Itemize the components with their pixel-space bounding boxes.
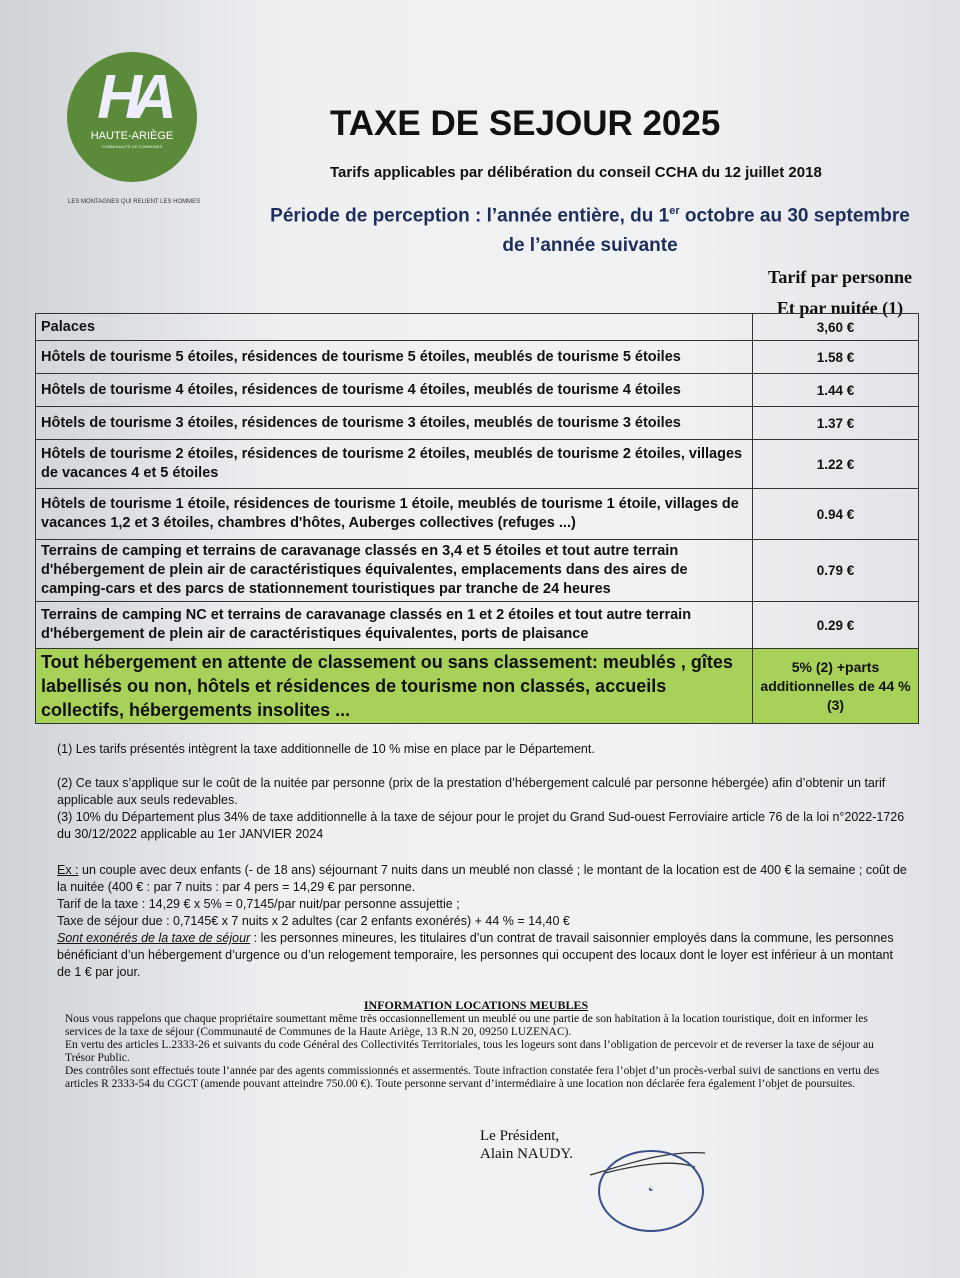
- info-p2: En vertu des articles L.2333-26 et suiva…: [65, 1039, 874, 1064]
- example-tariff: Tarif de la taxe : 14,29 € x 5% = 0,7145…: [57, 897, 460, 911]
- logo-slogan: LES MONTAGNES QUI RELIENT LES HOMMES: [68, 199, 201, 205]
- tariff-cell: 0.29 €: [752, 601, 919, 649]
- category-cell: Palaces: [35, 313, 753, 341]
- tariff-cell: 1.22 €: [752, 439, 919, 489]
- page-title: TAXE DE SEJOUR 2025: [330, 104, 721, 143]
- info-p1: Nous vous rappelons que chaque propriéta…: [65, 1013, 868, 1038]
- table-row: Hôtels de tourisme 2 étoiles, résidences…: [35, 439, 919, 489]
- category-cell: Hôtels de tourisme 1 étoile, résidences …: [35, 488, 753, 540]
- tariff-cell: 1.44 €: [752, 373, 919, 407]
- table-row: Palaces 3,60 €: [35, 313, 919, 341]
- tariff-cell: 1.58 €: [752, 340, 919, 374]
- logo-name: HAUTE-ARIÈGE: [90, 130, 174, 142]
- note-3: (3) 10% du Département plus 34% de taxe …: [57, 810, 905, 841]
- signature-block: Le Président, Alain NAUDY.: [480, 1127, 573, 1163]
- tariff-cell: 0.94 €: [752, 488, 919, 540]
- signer-name: Alain NAUDY.: [480, 1146, 574, 1162]
- official-stamp: ☯: [598, 1150, 704, 1232]
- logo-sub: COMMUNAUTÉ DE COMMUNES: [101, 144, 163, 149]
- tariff-table: Palaces 3,60 € Hôtels de tourisme 5 étoile…: [35, 313, 919, 724]
- table-row: Terrains de camping NC et terrains de ca…: [35, 601, 919, 649]
- category-cell: Tout hébergement en attente de classemen…: [35, 648, 753, 724]
- category-cell: Hôtels de tourisme 5 étoiles, résidences…: [35, 340, 753, 374]
- period-line2: de l’année suivante: [502, 235, 678, 257]
- tariff-cell: 3,60 €: [752, 313, 919, 341]
- signer-role: Le Président,: [480, 1128, 560, 1144]
- haute-ariege-logo: HA HAUTE-ARIÈGE COMMUNAUTÉ DE COMMUNES: [67, 52, 197, 182]
- category-cell: Terrains de camping et terrains de carav…: [35, 539, 753, 602]
- note-1: (1) Les tarifs présentés intègrent la ta…: [57, 742, 595, 756]
- category-cell: Hôtels de tourisme 2 étoiles, résidences…: [35, 439, 753, 489]
- table-row: Hôtels de tourisme 1 étoile, résidences …: [35, 488, 919, 540]
- category-cell: Hôtels de tourisme 3 étoiles, résidences…: [35, 406, 753, 440]
- info-title: INFORMATION LOCATIONS MEUBLES: [363, 998, 589, 1012]
- subtitle: Tarifs applicables par délibération du c…: [330, 164, 822, 181]
- example-due: Taxe de séjour due : 0,7145€ x 7 nuits x…: [57, 914, 570, 928]
- tariff-cell: 0.79 €: [752, 539, 919, 602]
- tariff-header-line1: Tarif par personne: [767, 267, 913, 287]
- category-cell: Hôtels de tourisme 4 étoiles, résidences…: [35, 373, 753, 407]
- info-p3: Des contrôles sont effectués toute l’ann…: [65, 1065, 880, 1090]
- example: Ex : un couple avec deux enfants (- de 1…: [57, 862, 907, 981]
- category-cell: Terrains de camping NC et terrains de ca…: [35, 601, 753, 649]
- note-2: (2) Ce taux s’applique sur le coût de la…: [57, 776, 886, 807]
- exemption-label: Sont exonérés de la taxe de séjour: [57, 931, 251, 945]
- period-text-2: octobre au 30 septembre: [679, 205, 910, 227]
- exemption-text: : les personnes mineures, les titulaires…: [57, 931, 894, 979]
- table-row: Hôtels de tourisme 3 étoiles, résidences…: [35, 406, 919, 440]
- example-label: Ex :: [57, 863, 79, 877]
- tariff-cell: 5% (2) +parts additionnelles de 44 % (3): [752, 648, 919, 724]
- table-row: Hôtels de tourisme 5 étoiles, résidences…: [35, 340, 919, 374]
- table-row: Terrains de camping et terrains de carav…: [35, 539, 919, 602]
- collection-period: Période de perception : l’année entière,…: [240, 196, 940, 261]
- logo-monogram: HA: [97, 63, 177, 132]
- example-text: un couple avec deux enfants (- de 18 ans…: [57, 863, 907, 894]
- period-sup: er: [669, 205, 680, 217]
- table-row: Hôtels de tourisme 4 étoiles, résidences…: [35, 373, 919, 407]
- period-text: Période de perception : l’année entière,…: [270, 205, 670, 227]
- tariff-cell: 1.37 €: [752, 406, 919, 440]
- info-body: Nous vous rappelons que chaque propriéta…: [65, 1013, 887, 1091]
- table-row: Tout hébergement en attente de classemen…: [35, 648, 919, 724]
